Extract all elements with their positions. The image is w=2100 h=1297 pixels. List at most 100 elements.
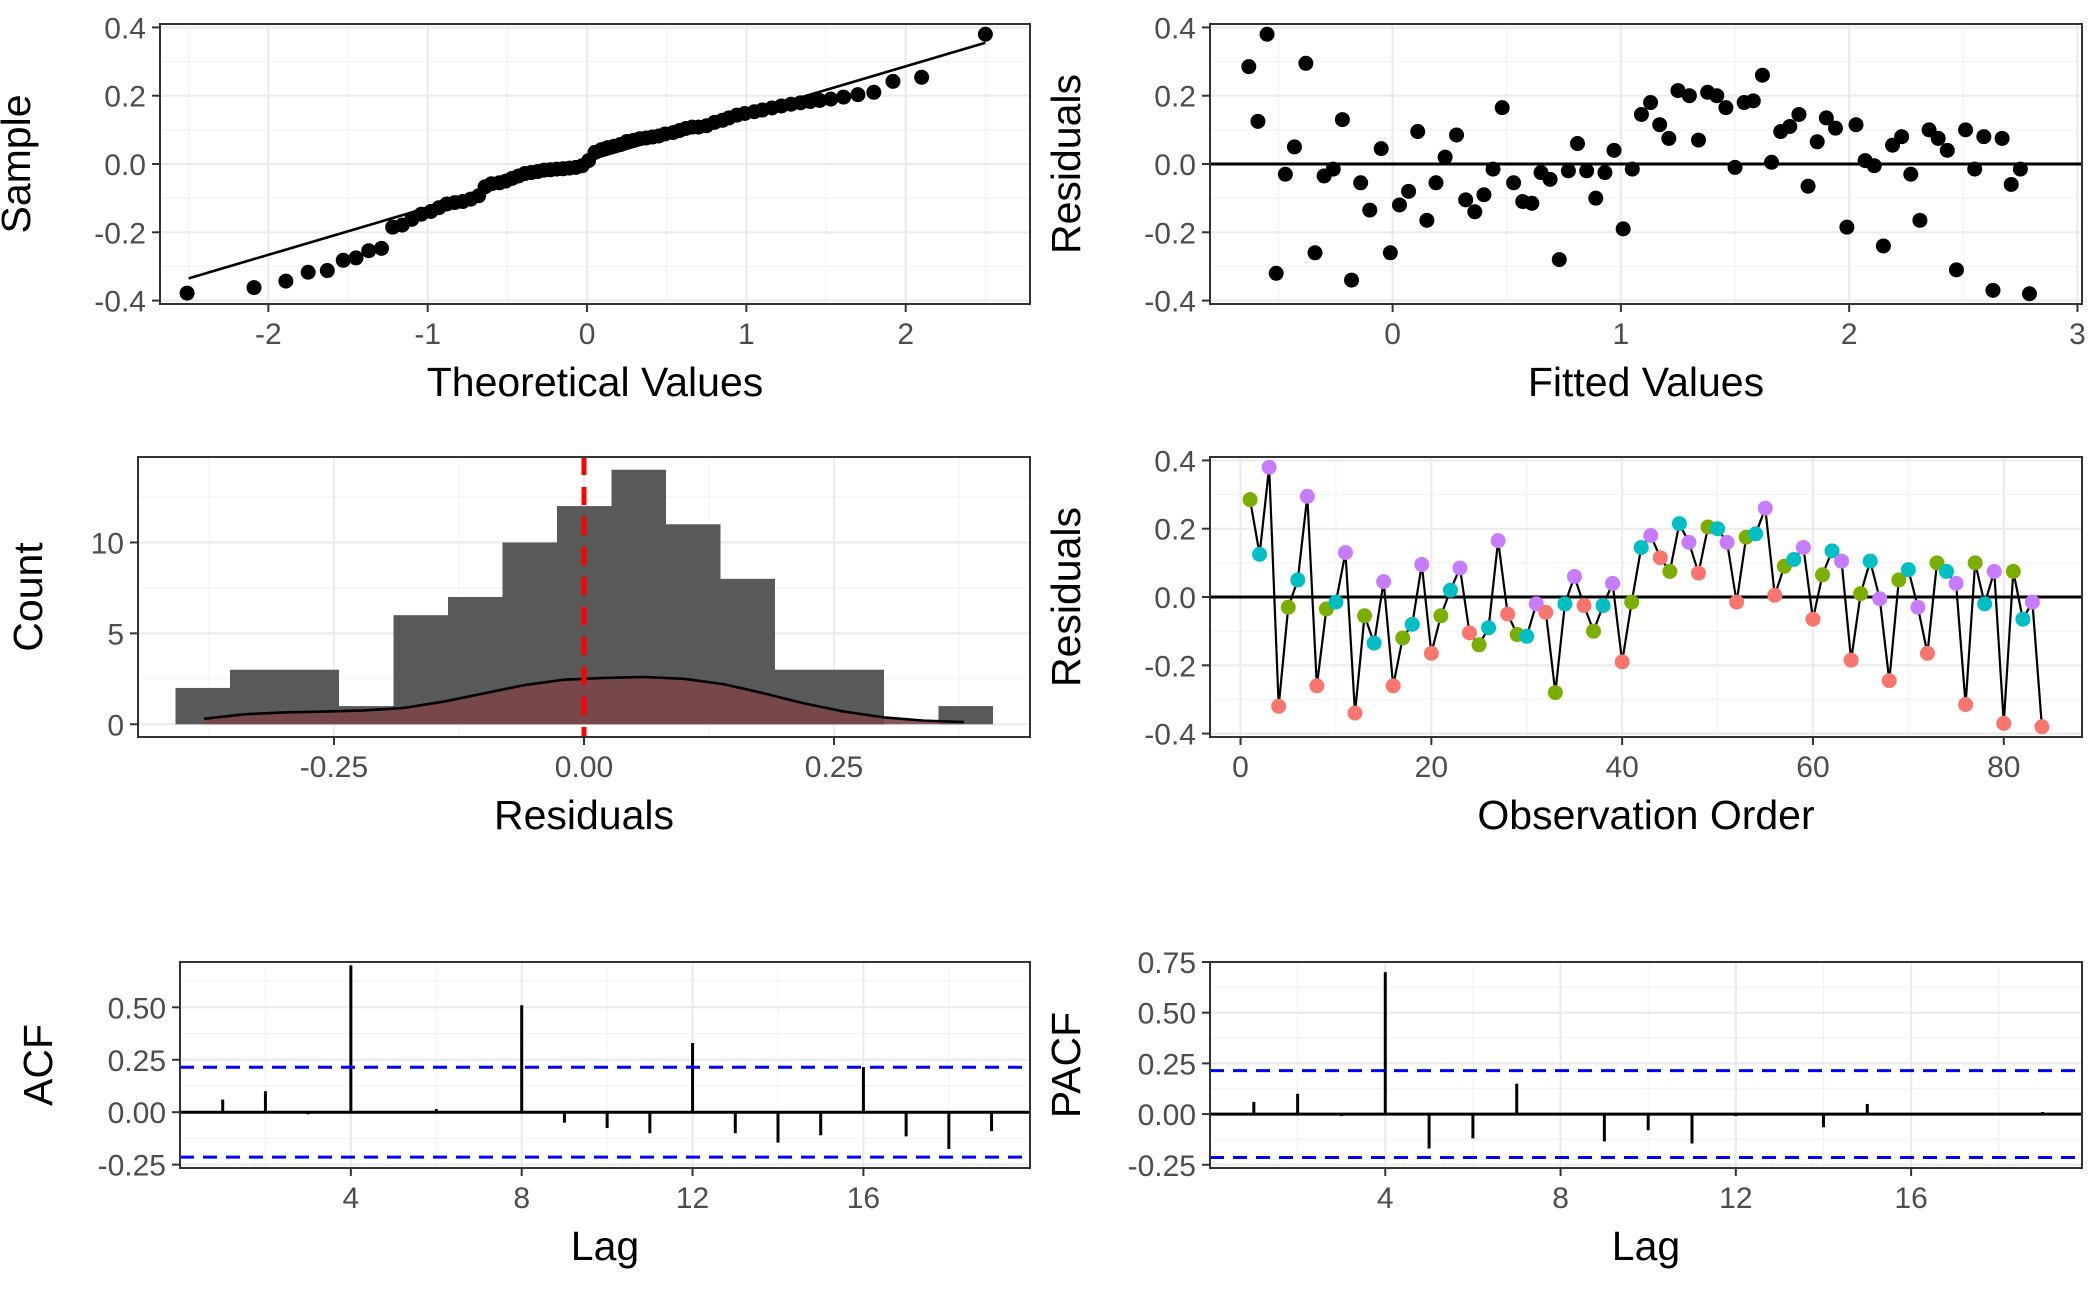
observation-point: [1538, 604, 1554, 620]
x-tick-label: -2: [255, 318, 282, 351]
x-tick-label: 4: [343, 1182, 360, 1215]
observation-point: [1605, 575, 1621, 591]
observation-point: [1719, 534, 1735, 550]
residual-point: [1764, 154, 1780, 170]
observation-point: [1452, 560, 1468, 576]
qq-point: [977, 26, 993, 42]
observation-point: [1376, 574, 1392, 590]
observation-point: [1481, 620, 1497, 636]
residual-point: [1809, 134, 1825, 150]
x-tick-label: 8: [1552, 1182, 1569, 1215]
residual-point: [1467, 204, 1483, 220]
x-tick-label: 2: [1841, 318, 1858, 351]
residual-point: [1449, 127, 1465, 143]
histogram-bar: [938, 706, 993, 725]
qq-point: [278, 273, 294, 289]
residual-point: [1494, 100, 1510, 116]
observation-point: [1566, 569, 1582, 585]
panel-border: [159, 23, 1031, 305]
qq-point: [179, 285, 195, 301]
residual-point: [1373, 141, 1389, 157]
x-tick-label: 0: [1232, 751, 1249, 784]
panel-border: [1209, 961, 2083, 1169]
panel-histogram: -0.25 0.00 0.25 0 5 10 Residuals Count: [5, 456, 1031, 838]
observation-point: [1843, 652, 1859, 668]
residual-point: [1410, 124, 1426, 140]
residual-point: [1597, 165, 1613, 181]
observation-point: [1586, 623, 1602, 639]
observation-point: [1795, 539, 1811, 555]
observation-point: [1910, 599, 1926, 615]
residual-point: [2012, 161, 2028, 177]
residual-point: [1670, 83, 1686, 99]
residual-point: [1325, 161, 1341, 177]
y-axis-title: ACF: [15, 1024, 61, 1106]
residual-point: [1250, 113, 1266, 129]
observation-point: [1261, 459, 1277, 475]
observation-point: [1757, 500, 1773, 516]
qq-point: [914, 69, 930, 85]
observation-point: [1729, 594, 1745, 610]
x-axis-title: Fitted Values: [1528, 359, 1764, 405]
residual-point: [1437, 149, 1453, 165]
observation-point: [1357, 608, 1373, 624]
residual-point: [1691, 132, 1707, 148]
x-tick-label: -1: [414, 318, 441, 351]
y-tick-label: -0.25: [1128, 1150, 1196, 1183]
residual-point: [1476, 187, 1492, 203]
observation-point: [1576, 598, 1592, 614]
observation-point: [1242, 492, 1258, 508]
residual-point: [1848, 117, 1864, 133]
y-tick-label: 0.0: [104, 149, 146, 182]
observation-point: [1824, 543, 1840, 559]
x-tick-label: 12: [1719, 1182, 1752, 1215]
y-axis-title: Residuals: [1043, 74, 1089, 254]
x-axis-title: Observation Order: [1477, 792, 1814, 838]
y-tick-label: 0.75: [1138, 947, 1196, 980]
qq-point: [885, 73, 901, 89]
x-tick-label: 0: [1384, 318, 1401, 351]
residual-point: [1948, 262, 1964, 278]
x-tick-label: 1: [738, 318, 755, 351]
y-axis-title: PACF: [1043, 1012, 1089, 1118]
y-tick-label: 0.25: [1138, 1048, 1196, 1081]
residual-point: [1976, 129, 1992, 145]
observation-point: [1500, 606, 1516, 622]
x-tick-label: 1: [1613, 318, 1630, 351]
observation-point: [1404, 616, 1420, 632]
observation-point: [1366, 635, 1382, 651]
residual-point: [1551, 252, 1567, 268]
x-tick-label: 0.00: [555, 751, 613, 784]
observation-point: [1433, 608, 1449, 624]
residual-point: [1506, 175, 1522, 191]
residual-point: [1579, 163, 1595, 179]
residual-point: [1560, 163, 1576, 179]
x-axis-title: Lag: [571, 1223, 639, 1269]
residual-point: [1930, 130, 1946, 146]
observation-point: [1767, 587, 1783, 603]
x-axis-title: Theoretical Values: [427, 359, 764, 405]
y-tick-label: 0.0: [1154, 582, 1196, 615]
x-tick-label: 80: [1987, 751, 2020, 784]
panel-resid_order: 0 20 40 60 80 -0.4 -0.2 0.0 0.2 0.4 Observation Or…: [1043, 445, 2083, 838]
residual-point: [1268, 265, 1284, 281]
residual-point: [1485, 161, 1501, 177]
x-tick-label: 12: [676, 1182, 709, 1215]
residual-point: [1344, 272, 1360, 288]
observation-point: [1967, 555, 1983, 571]
qq-point: [246, 280, 262, 296]
residual-point: [1994, 130, 2010, 146]
residual-point: [1818, 110, 1834, 126]
y-tick-label: 0.50: [108, 992, 166, 1025]
residual-point: [1745, 93, 1761, 109]
observation-point: [1328, 594, 1344, 610]
residual-point: [2003, 176, 2019, 192]
panel-qq: -2 -1 0 1 2 -0.4 -0.2 0.0 0.2 0.4 Theoretical Valu…: [0, 12, 1031, 405]
panel-resid_fitted: 0 1 2 3 -0.4 -0.2 0.0 0.2 0.4 Fitted Values Residu…: [1043, 12, 2086, 405]
y-tick-label: 0.50: [1138, 998, 1196, 1031]
observation-point: [1471, 637, 1487, 653]
x-tick-label: 20: [1415, 751, 1448, 784]
residual-point: [1866, 158, 1882, 174]
observation-point: [1462, 625, 1478, 641]
x-axis-title: Lag: [1612, 1223, 1680, 1269]
